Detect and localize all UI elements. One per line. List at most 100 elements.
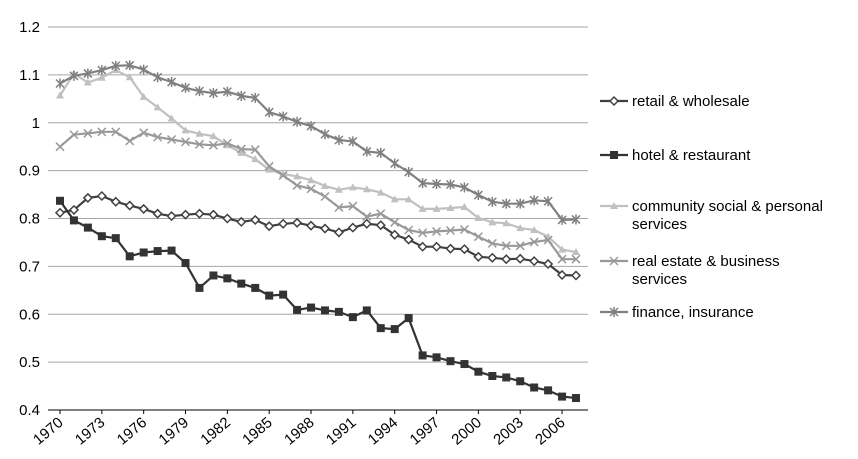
data-point: [348, 201, 358, 211]
data-point: [362, 212, 372, 222]
data-point: [69, 216, 78, 225]
data-point: [432, 226, 442, 236]
data-point: [502, 373, 511, 382]
data-point: [375, 220, 386, 231]
x-tick-label: 2000: [448, 414, 484, 448]
y-tick-label: 1.2: [19, 19, 40, 36]
data-point: [529, 195, 539, 206]
legend-item: community social & personal services: [600, 198, 823, 233]
data-point: [572, 248, 580, 256]
legend-swatch-marker: [609, 256, 619, 266]
x-tick-label: 1979: [156, 414, 192, 448]
data-point: [334, 185, 343, 193]
data-point: [167, 134, 177, 145]
data-point: [208, 140, 218, 150]
data-point: [111, 60, 121, 71]
data-point: [54, 207, 66, 218]
data-point: [307, 176, 316, 184]
data-point: [139, 128, 149, 138]
data-point: [153, 247, 162, 256]
data-point: [125, 136, 135, 146]
data-point: [376, 209, 386, 219]
series-finance-insurance: [55, 60, 581, 225]
data-point: [153, 103, 162, 111]
data-point: [306, 184, 316, 194]
data-point: [487, 252, 498, 263]
data-point: [96, 190, 107, 202]
data-point: [250, 145, 260, 155]
data-point: [362, 306, 371, 315]
data-point: [473, 190, 483, 201]
data-point: [529, 256, 540, 267]
data-point: [515, 241, 525, 251]
data-point: [571, 214, 581, 225]
data-point: [376, 324, 385, 333]
data-point: [56, 91, 64, 99]
data-point: [432, 204, 441, 212]
data-point: [516, 377, 525, 386]
legend: retail & wholesale hotel & restaurant comm…: [600, 93, 823, 321]
data-point: [474, 367, 483, 376]
data-point: [431, 241, 442, 252]
legend-item: hotel & restaurant: [600, 147, 751, 164]
legend-label: real estate & business services: [632, 253, 780, 288]
data-point: [404, 225, 414, 235]
data-point: [278, 170, 288, 180]
data-point: [445, 225, 456, 235]
data-point: [125, 252, 134, 261]
data-point: [292, 116, 302, 127]
data-point: [488, 372, 497, 381]
data-point: [558, 245, 567, 253]
x-tick-label: 1988: [281, 414, 317, 448]
x-tick-label: 2006: [532, 414, 568, 448]
data-point: [530, 225, 539, 233]
data-point: [97, 127, 107, 137]
data-point: [432, 179, 442, 190]
data-point: [124, 200, 135, 211]
data-point: [153, 72, 163, 83]
data-point: [194, 208, 205, 219]
data-point: [319, 223, 331, 234]
data-point: [138, 203, 149, 214]
legend-item: real estate & business services: [600, 253, 780, 288]
x-tick-label: 1973: [72, 414, 108, 448]
data-point: [167, 246, 176, 255]
data-point: [195, 129, 204, 137]
data-point: [501, 198, 511, 209]
data-point: [320, 129, 330, 140]
y-tick-label: 0.4: [19, 402, 40, 419]
data-point: [97, 232, 106, 241]
data-point: [152, 208, 163, 219]
legend-item: finance, insurance: [600, 304, 754, 321]
data-point: [264, 107, 274, 118]
x-tick-label: 1985: [239, 414, 275, 448]
plot-area: [54, 60, 582, 403]
data-point: [501, 241, 511, 251]
data-point: [68, 204, 80, 215]
data-point: [293, 172, 302, 180]
x-tick-label: 1982: [197, 414, 233, 448]
data-point: [153, 132, 163, 142]
data-point: [279, 290, 288, 299]
data-point: [180, 209, 191, 220]
data-point: [390, 195, 399, 203]
y-tick-label: 0.5: [19, 354, 40, 371]
legend-item: retail & wholesale: [600, 93, 750, 110]
data-point: [237, 279, 246, 288]
data-point: [222, 86, 232, 97]
data-point: [362, 146, 372, 157]
data-point: [97, 73, 106, 81]
x-tick-label: 1976: [114, 414, 150, 448]
data-point: [292, 217, 303, 228]
data-point: [194, 86, 204, 97]
data-point: [515, 198, 525, 209]
y-tick-label: 0.7: [19, 258, 40, 275]
data-point: [459, 224, 469, 235]
data-point: [69, 70, 79, 81]
data-point: [446, 357, 455, 366]
y-tick-label: 1.1: [19, 67, 40, 84]
data-point: [418, 228, 428, 238]
data-point: [516, 224, 525, 232]
legend-label: hotel & restaurant: [632, 147, 751, 164]
data-point: [195, 283, 204, 292]
